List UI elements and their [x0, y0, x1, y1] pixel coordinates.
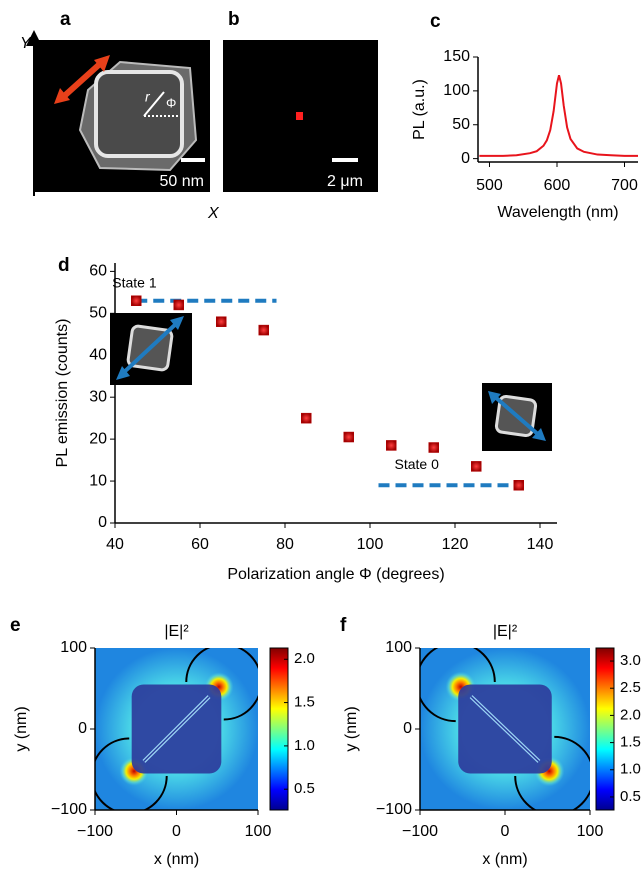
inset-state-1: [110, 313, 192, 385]
data-point: [513, 480, 524, 491]
panel-label: e: [10, 615, 21, 636]
y-tick-label: −100: [51, 801, 87, 818]
colorbar-tick-label: 1.0: [620, 761, 641, 778]
x-tick-label: 40: [106, 536, 124, 553]
line-series: [479, 75, 638, 157]
x-tick-label: 100: [245, 823, 272, 840]
x-tick-label: 700: [611, 177, 638, 194]
polarization-arrow-core: [143, 696, 210, 762]
colorbar-tick-label: 2.0: [294, 650, 315, 667]
boundary-arc: [185, 648, 258, 721]
x-tick-label: 0: [501, 823, 510, 840]
data-point: [173, 299, 184, 311]
field: [95, 648, 258, 810]
panel-label: b: [228, 9, 240, 30]
x-tick-label: 0: [172, 823, 181, 840]
y-tick-label: 150: [443, 48, 470, 65]
field-map: [95, 648, 258, 810]
colorbar: [595, 647, 615, 811]
x-axis-label: x (nm): [154, 851, 199, 868]
y-tick-label: 100: [60, 639, 87, 656]
boundary-arc: [420, 648, 496, 723]
polarization-arrow-core: [470, 696, 540, 762]
colorbar: [269, 647, 289, 811]
x-tick-label: 500: [476, 177, 503, 194]
y-tick-label: 0: [98, 514, 107, 531]
panel-label: c: [430, 11, 441, 32]
y-axis-label: PL emission (counts): [54, 319, 71, 468]
colorbar-tick-label: 1.5: [294, 694, 315, 711]
x-tick-label: −100: [77, 823, 113, 840]
y-tick-label: 0: [403, 720, 412, 737]
data-point: [343, 431, 354, 443]
colorbar-tick-label: 1.5: [620, 734, 641, 751]
x-axis-label: Wavelength (nm): [497, 204, 618, 221]
x-tick-label: 80: [276, 536, 294, 553]
x-tick-label: 140: [527, 536, 554, 553]
x-tick-label: 100: [357, 536, 384, 553]
boundary-arc: [514, 735, 590, 810]
colorbar-tick-label: 3.0: [620, 652, 641, 669]
y-axis-label: y (nm): [13, 706, 30, 751]
scale-label: 50 nm: [160, 173, 204, 190]
x-axis-label: x (nm): [482, 851, 527, 868]
colorbar-tick-label: 0.5: [294, 780, 315, 797]
radius-line: [143, 91, 165, 117]
data-point: [301, 412, 312, 424]
state-label: State 1: [112, 274, 157, 290]
arrow-head: [54, 55, 110, 104]
state-label: State 0: [395, 456, 440, 472]
y-tick-label: −100: [376, 801, 412, 818]
polarization-arrow: [59, 59, 105, 101]
y-tick-label: 0: [78, 720, 87, 737]
panel-a: a r Φ 50 nm Y X: [20, 9, 220, 222]
data-point: [386, 440, 397, 451]
data-point: [216, 316, 227, 327]
y-tick-label: 30: [89, 388, 107, 405]
x-axis-letter: X: [207, 205, 220, 222]
y-tick-label: 20: [89, 430, 107, 447]
x-tick-label: 120: [442, 536, 469, 553]
data-point: [131, 295, 142, 306]
map-title: |E|²: [493, 623, 518, 640]
x-tick-label: 600: [544, 177, 571, 194]
emission-spot: [296, 112, 303, 120]
scale-label: 2 μm: [327, 173, 363, 190]
data-point: [258, 324, 269, 336]
field-map: [420, 648, 590, 810]
y-tick-label: 50: [452, 116, 470, 133]
colorbar-tick-label: 0.5: [620, 788, 641, 805]
angle-label: Φ: [166, 95, 176, 110]
y-tick-label: 10: [89, 472, 107, 489]
radius-label: r: [145, 89, 151, 105]
colorbar-tick-label: 1.0: [294, 737, 315, 754]
colorbar-tick-label: 2.5: [620, 679, 641, 696]
y-tick-label: 0: [461, 150, 470, 167]
panel-label: f: [340, 615, 347, 636]
y-tick-label: 40: [89, 346, 107, 363]
panel-b: b 2 μm: [223, 9, 378, 192]
field: [420, 648, 590, 810]
x-tick-label: −100: [402, 823, 438, 840]
data-point: [471, 461, 482, 472]
panel-label: a: [60, 9, 71, 30]
colorbar-tick-label: 2.0: [620, 706, 641, 723]
y-tick-label: 100: [385, 639, 412, 656]
map-title: |E|²: [164, 623, 189, 640]
y-axis-label: y (nm): [343, 706, 360, 751]
data-point: [428, 442, 439, 453]
particle: [94, 70, 184, 158]
y-axis-label: PL (a.u.): [411, 79, 428, 140]
y-axis-letter: Y: [20, 35, 32, 52]
boundary-arc: [95, 737, 168, 810]
y-tick-label: 100: [443, 82, 470, 99]
y-tick-label: 60: [89, 263, 107, 280]
x-axis-label: Polarization angle Φ (degrees): [227, 566, 444, 583]
x-tick-label: 60: [191, 536, 209, 553]
inset-state-0: [482, 383, 552, 451]
panel-label: d: [58, 255, 70, 276]
y-tick-label: 50: [89, 305, 107, 322]
x-tick-label: 100: [577, 823, 604, 840]
